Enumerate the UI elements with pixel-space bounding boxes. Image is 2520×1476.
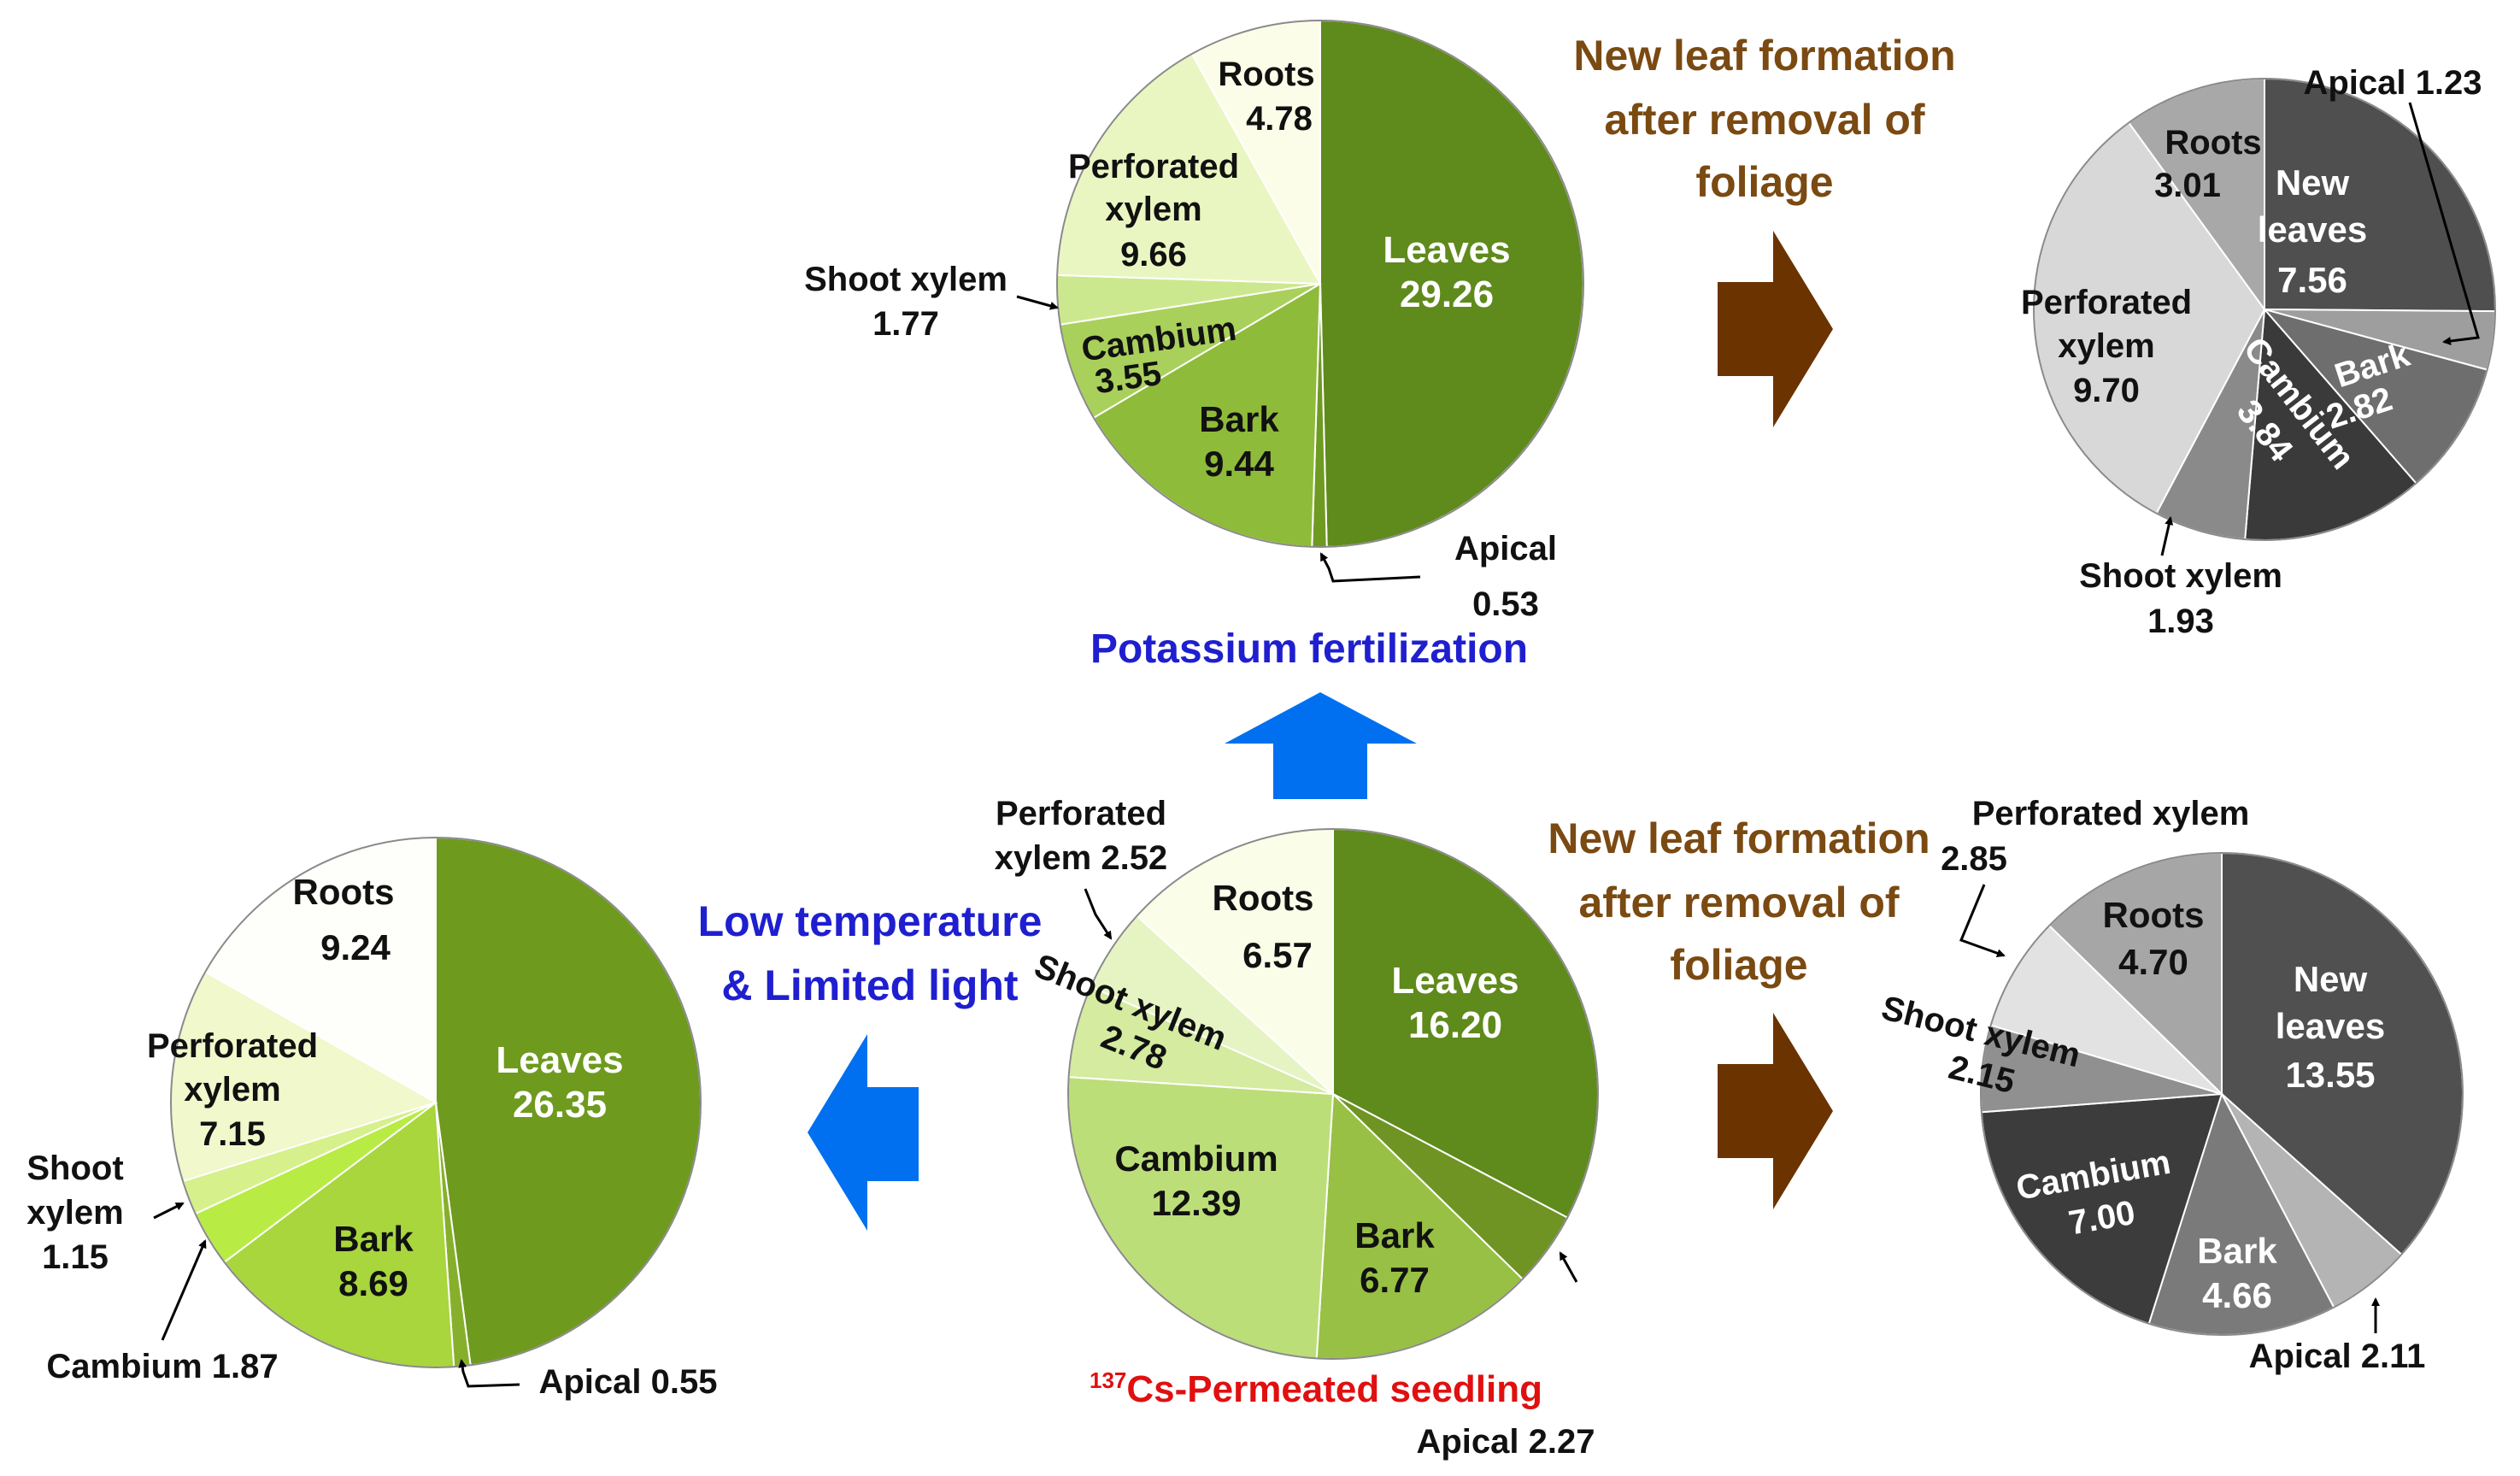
pie-low-temperature-labels: Leaves 26.35 Bark 8.69 Perforated xylem … (26, 872, 717, 1401)
new-leaf-bottom-3: foliage (1670, 941, 1807, 989)
seedling-caption: 137Cs-Permeated seedling (1090, 1367, 1542, 1410)
label-new-1: New (2276, 162, 2350, 203)
up-arrow (1225, 692, 1417, 799)
pointer-cambium (161, 1239, 207, 1341)
label-new-2: leaves (2276, 1006, 2385, 1046)
label-cambium: Cambium (1114, 1138, 1278, 1179)
potassium-label: Potassium fertilization (1090, 626, 1528, 672)
pointer-shoot (2160, 516, 2174, 556)
value-leaves: 16.20 (1408, 1004, 1502, 1046)
new-leaf-bottom-2: after removal of (1578, 879, 1899, 926)
label-roots: Roots (293, 872, 395, 912)
value-roots: 4.78 (1246, 100, 1313, 138)
label-apical: Apical 2.11 (2249, 1338, 2426, 1375)
label-perforated-2: xylem (2058, 327, 2154, 365)
label-perforated-1: Perforated xylem (1972, 795, 2250, 832)
value-roots: 3.01 (2154, 167, 2221, 204)
new-leaf-bottom-1: New leaf formation (1548, 814, 1930, 862)
value-perforated: 2.85 (1941, 840, 2007, 878)
value-cambium: 3.55 (1093, 355, 1164, 401)
label-leaves: Leaves (1391, 960, 1518, 1002)
value-shoot: 1.93 (2147, 603, 2214, 640)
label-roots: Roots (1213, 878, 1314, 918)
label-cambium: Cambium 1.87 (46, 1348, 278, 1385)
label-perforated-2: xylem (1105, 191, 1201, 228)
label-new-2: leaves (2258, 209, 2367, 250)
value-roots: 6.57 (1242, 935, 1313, 975)
pie-outline (1980, 852, 2464, 1336)
pie-outline (1056, 20, 1584, 548)
left-arrow (808, 1034, 919, 1231)
value-roots: 9.24 (320, 927, 391, 967)
value-roots: 4.70 (2118, 942, 2188, 982)
isotope-superscript: 137 (1090, 1367, 1126, 1393)
pointer-apical (2408, 102, 2480, 345)
pie-new-leaf-potassium (2033, 77, 2496, 541)
value-perforated: 9.66 (1120, 236, 1187, 273)
label-new-1: New (2294, 959, 2368, 999)
right-arrow-top (1718, 231, 1833, 427)
pie-outline (1067, 828, 1599, 1360)
label-bark: Bark (1199, 399, 1279, 439)
label-bark: Bark (333, 1219, 414, 1259)
right-arrow-bottom (1718, 1013, 1833, 1209)
label-leaves: Leaves (496, 1039, 623, 1081)
value-cambium: 12.39 (1151, 1183, 1241, 1223)
low-temp-label-2: & Limited light (721, 961, 1019, 1009)
caption-main: Cs-Permeated seedling (1126, 1368, 1542, 1410)
new-leaf-top-1: New leaf formation (1573, 32, 1955, 79)
label-perforated-1: Perforated (147, 1027, 318, 1065)
label-apical: Apical (1454, 530, 1557, 567)
label-bark: Bark (2197, 1231, 2277, 1271)
pointer-shoot (153, 1202, 185, 1220)
pie-outline (170, 837, 702, 1368)
label-apical: Apical 0.55 (538, 1363, 717, 1401)
pointer-apical (1559, 1251, 1578, 1283)
value-new: 7.56 (2277, 260, 2347, 300)
value-leaves: 29.26 (1400, 273, 1494, 315)
label-roots: Roots (2103, 895, 2205, 935)
label-apical: Apical 2.27 (1416, 1423, 1595, 1461)
label-shoot: Shoot xylem (804, 261, 1007, 298)
value-apical: 0.53 (1472, 585, 1539, 623)
label-perforated-1: Perforated (996, 795, 1166, 832)
value-shoot: 1.15 (42, 1238, 109, 1276)
label-perforated-1: Perforated (2021, 284, 2192, 321)
value-bark: 4.66 (2202, 1275, 2272, 1315)
value-bark: 9.44 (1204, 444, 1274, 484)
new-leaf-top-2: after removal of (1604, 96, 1924, 144)
pointer-apical (458, 1359, 520, 1388)
label-roots: Roots (1218, 56, 1314, 93)
new-leaf-top-3: foliage (1695, 158, 1833, 206)
value-perforated: 9.70 (2073, 372, 2140, 409)
pie-outline (2033, 78, 2496, 541)
pie-new-leaf-seedling (1980, 851, 2464, 1336)
pie-seedling (1067, 827, 1599, 1360)
pie-potassium (1056, 19, 1584, 548)
value-bark: 8.69 (338, 1263, 408, 1303)
value-bark: 6.77 (1360, 1260, 1430, 1300)
label-perforated-2: xylem 2.52 (995, 839, 1167, 877)
label-perforated-1: Perforated (1068, 148, 1239, 185)
value-shoot: 1.77 (872, 305, 939, 343)
value-new: 13.55 (2285, 1055, 2375, 1095)
label-leaves: Leaves (1383, 229, 1510, 271)
label-shoot-2: xylem (26, 1194, 123, 1232)
label-shoot: Shoot xylem (2079, 557, 2282, 595)
pointer-perforated (1959, 884, 2006, 957)
pointer-apical (1319, 552, 1421, 583)
label-perforated-2: xylem (184, 1071, 280, 1108)
pointer-shoot (1016, 295, 1059, 310)
low-temp-label-1: Low temperature (698, 897, 1043, 945)
value-perforated: 7.15 (199, 1115, 266, 1153)
pie-low-temperature (170, 836, 702, 1368)
pointer-perforated (1084, 888, 1113, 940)
label-shoot-1: Shoot (26, 1150, 123, 1187)
label-roots: Roots (2165, 124, 2261, 162)
label-apical: Apical 1.23 (2303, 64, 2482, 102)
value-leaves: 26.35 (513, 1084, 607, 1126)
label-bark: Bark (1354, 1215, 1435, 1255)
